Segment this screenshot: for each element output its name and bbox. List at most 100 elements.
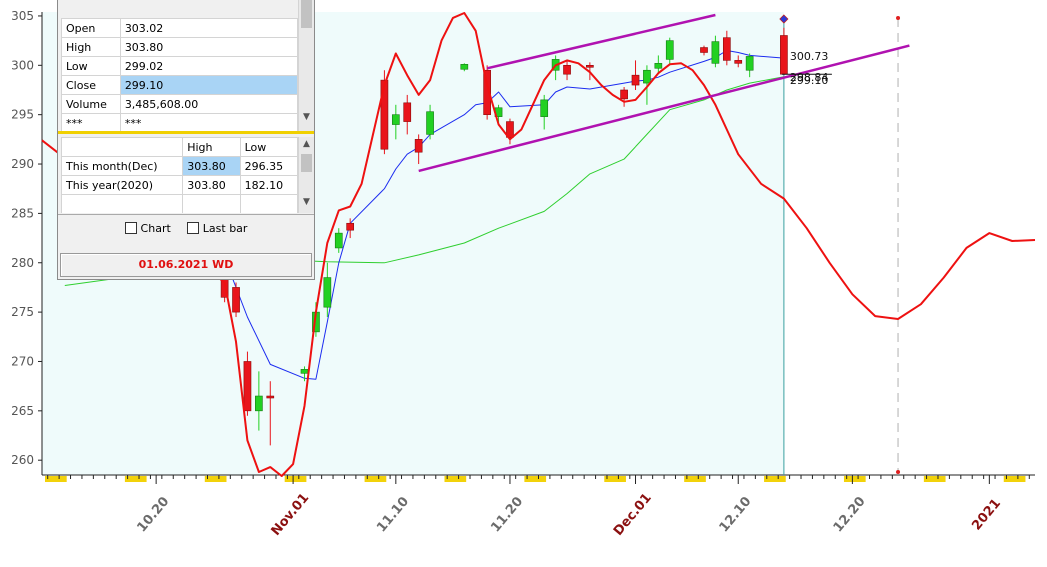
range-cell: 303.80 [182,156,241,176]
candle-body [506,121,514,138]
checkbox[interactable]: Chart [124,222,171,235]
status-bar: 01.06.2021 WD [60,253,312,277]
candle-body [266,395,275,399]
range-cell [239,194,299,213]
range-cell [182,194,241,213]
range-cell: This month(Dec) [60,156,184,176]
x-tick-label: 11.20 [488,494,526,535]
candle-body [654,63,663,69]
candle-body [255,395,263,412]
checkbox-box[interactable] [186,222,199,234]
quote-cell: High [61,37,121,57]
y-tick-label: 305 [11,9,34,23]
candle-body [460,64,469,70]
quote-row: Volume 3,485,608.00 [61,94,299,114]
range-cell: 182.10 [239,175,299,195]
last-bar-diamond [779,14,789,24]
quote-panel: Open 303.02 High 303.80 Low 299.02 Close 299.10… [57,0,315,280]
candle-body [665,40,674,60]
quote-cell: 299.10 [119,75,299,95]
range-header-cell: High [182,137,241,157]
y-tick-label: 285 [11,206,34,220]
weekend-marker [204,476,227,482]
candle-body [745,56,754,71]
candle-body [540,99,549,117]
candle-body [334,232,343,249]
y-tick-label: 275 [11,305,34,319]
candle-body [734,60,743,64]
x-tick-label: Nov.01 [269,491,313,539]
weekend-marker [364,476,387,482]
splitter[interactable] [58,131,314,134]
weekend-marker [45,476,67,482]
x-tick-label: 10.20 [134,494,172,535]
candle-body [300,369,309,374]
weekend-marker [444,476,467,482]
quote-area: Open 303.02 High 303.80 Low 299.02 Close 299.10… [58,0,314,131]
y-tick-label: 280 [11,256,34,270]
candle-body [426,111,434,135]
quote-row: *** *** [61,113,299,131]
line-series [41,12,1036,477]
candle-body [391,114,400,125]
checkbox-label: Chart [140,222,171,235]
weekend-marker [524,476,547,482]
quote-row: High 303.80 [61,37,299,57]
weekend-marker [284,476,307,482]
checkbox[interactable]: Last bar [186,222,247,235]
candle-body [243,361,252,412]
scroll-down[interactable]: ▼ [303,197,310,207]
range-row: This month(Dec) 303.80 296.35 [60,156,299,176]
candle-body [620,89,628,100]
x-tick-label: 11.10 [374,494,412,535]
range-cell [60,194,184,213]
candle-body [414,139,423,153]
range-area: High Low This month(Dec) 303.80 296.35 This y… [58,137,314,213]
forecast-dot [896,470,901,474]
weekend-marker [764,476,786,482]
quote-row: Open 303.02 [61,18,299,38]
range-row [60,194,299,213]
scroll-thumb[interactable] [301,154,312,172]
checkbox-row: Chart Last bar [58,222,314,235]
scrollbar[interactable]: ▲ ▼ [298,137,314,213]
x-tick-label: 12.20 [831,494,869,535]
candle-body [232,287,240,313]
quote-cell: Open [61,18,121,38]
weekend-marker [124,476,147,482]
checkbox-box[interactable] [124,222,137,234]
weekend-marker [1003,476,1026,482]
x-tick-label: Dec.01 [611,491,655,539]
quote-cell: Close [61,75,121,95]
range-header-cell [60,137,184,157]
scrollbar[interactable]: ▼ [298,0,314,131]
weekend-marker [923,476,946,482]
forecast-dot [896,16,901,20]
scroll-thumb[interactable] [301,0,312,28]
scroll-down[interactable]: ▼ [303,112,310,122]
range-cell: 303.80 [182,175,241,195]
quote-cell: Low [61,56,121,76]
candle-body [380,79,389,150]
line-series [418,44,910,173]
candle-body [586,65,594,68]
range-header-row: High Low [60,137,299,157]
weekend-marker [604,476,626,482]
quote-cell: *** [61,113,121,131]
scroll-up[interactable]: ▲ [303,139,310,149]
candle-body [346,222,355,231]
divider [58,214,314,215]
line-series [486,13,716,70]
last-value-label: 298.84 [790,71,829,84]
candle-body [483,69,491,115]
range-header-cell: Low [239,137,299,157]
quote-table: Open 303.02 High 303.80 Low 299.02 Close 299.10… [61,18,299,131]
candle-body [711,41,720,64]
y-tick-label: 270 [11,354,34,368]
quote-cell: 303.80 [119,37,299,57]
last-value-label: 299.10 [790,74,829,87]
weekend-marker [684,476,706,482]
quote-row: Low 299.02 [61,56,299,76]
candle-body [700,47,708,53]
quote-cell: 303.02 [119,18,299,38]
